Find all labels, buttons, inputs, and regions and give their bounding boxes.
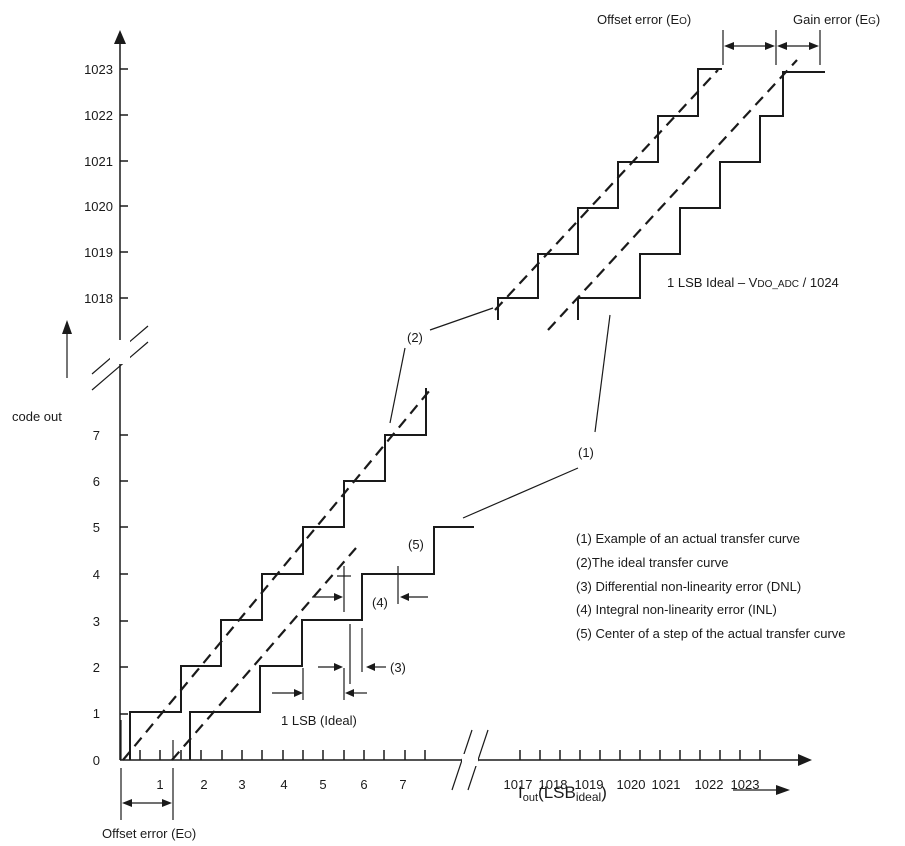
- x-tick-label: 1018: [539, 777, 568, 792]
- lsb-ideal-label: 1 LSB Ideal – VDO_ADC / 1024: [667, 275, 839, 290]
- x-tick-label: 6: [360, 777, 367, 792]
- legend-item: (5) Center of a step of the actual trans…: [576, 626, 846, 641]
- offset-error-top-marker: [722, 30, 777, 65]
- y-tick-label: 1: [93, 706, 100, 721]
- x-tick-label: 4: [280, 777, 287, 792]
- y-tick-label: 4: [93, 567, 100, 582]
- x-tick-label: 1023: [731, 777, 760, 792]
- callout-5: (5): [408, 537, 424, 552]
- y-ticks-upper: [120, 68, 128, 299]
- actual-transfer-line: [171, 59, 798, 761]
- one-lsb-label: 1 LSB (Ideal): [281, 713, 357, 728]
- legend: (1) Example of an actual transfer curve …: [576, 531, 846, 641]
- y-axis: [62, 30, 149, 760]
- y-tick-label: 1022: [84, 108, 113, 123]
- callout-4: (4): [372, 595, 388, 610]
- x-tick-label: 1020: [617, 777, 646, 792]
- legend-item: (4) Integral non-linearity error (INL): [576, 602, 777, 617]
- x-tick-label: 7: [399, 777, 406, 792]
- y-axis-break-mark: [91, 341, 149, 391]
- x-tick-label: 3: [238, 777, 245, 792]
- gain-error-label: Gain error (EG): [793, 12, 880, 27]
- x-axis-arrowhead: [798, 754, 812, 766]
- actual-staircase-upper: [577, 71, 825, 320]
- gain-error-marker: [777, 30, 821, 65]
- y-tick-label: 1018: [84, 291, 113, 306]
- error-marks: [272, 566, 428, 700]
- legend-item: (1) Example of an actual transfer curve: [576, 531, 800, 546]
- actual-staircase-lower: [189, 526, 474, 760]
- x-tick-label: 1021: [652, 777, 681, 792]
- y-tick-label: 1021: [84, 154, 113, 169]
- y-axis-arrowhead: [114, 30, 126, 44]
- x-tick-label: 5: [319, 777, 326, 792]
- y-tick-label: 2: [93, 660, 100, 675]
- callout-3: (3): [390, 660, 406, 675]
- x-ticks: [139, 750, 761, 760]
- y-tick-label: 5: [93, 520, 100, 535]
- y-tick-label: 6: [93, 474, 100, 489]
- x-tick-label: 1: [156, 777, 163, 792]
- y-ticks-lower: [120, 434, 128, 715]
- y-tick-label: 3: [93, 614, 100, 629]
- ideal-staircase-upper: [497, 68, 722, 320]
- y-tick-label: 0: [93, 753, 100, 768]
- x-axis-label: Iout(LSBideal): [518, 783, 607, 804]
- y-tick-label: 7: [93, 428, 100, 443]
- callout-1: (1): [578, 445, 594, 460]
- x-tick-label: 2: [200, 777, 207, 792]
- legend-item: (3) Differential non-linearity error (DN…: [576, 579, 801, 594]
- y-axis-label: code out: [12, 409, 62, 424]
- x-tick-label: 1017: [504, 777, 533, 792]
- x-axis: [120, 729, 812, 795]
- offset-error-bottom-label: Offset error (EO): [102, 826, 196, 841]
- y-tick-label: 1023: [84, 62, 113, 77]
- x-tick-label: 1022: [695, 777, 724, 792]
- y-tick-label: 1020: [84, 199, 113, 214]
- offset-error-bottom-marker: [120, 768, 174, 820]
- legend-item: (2)The ideal transfer curve: [576, 555, 728, 570]
- callout-2: (2): [407, 330, 423, 345]
- ideal-transfer-curve: [122, 69, 719, 761]
- y-tick-label: 1019: [84, 245, 113, 260]
- offset-error-top-label: Offset error (EO): [597, 12, 691, 27]
- ideal-staircase-lower: [129, 388, 427, 760]
- callout-leaders: [389, 307, 611, 519]
- x-tick-label: 1019: [575, 777, 604, 792]
